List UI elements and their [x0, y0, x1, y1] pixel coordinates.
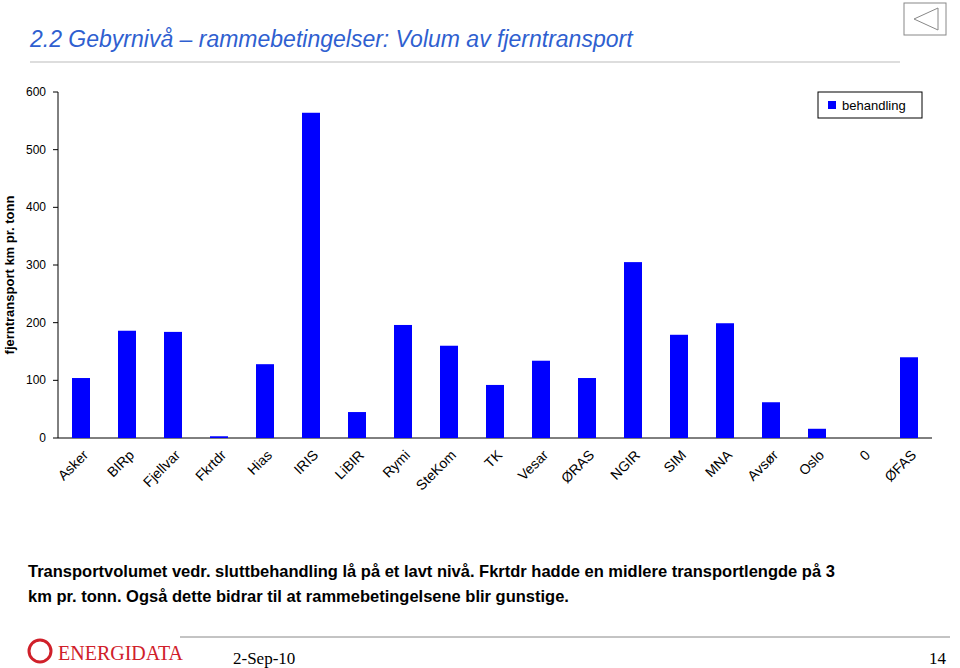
- nav-icon-arrow: [914, 8, 938, 30]
- bar: [532, 361, 550, 438]
- logo-mark: [29, 640, 51, 662]
- page-number: 14: [929, 649, 947, 668]
- y-tick-label: 400: [26, 200, 46, 214]
- x-tick-label: Fkrtdr: [192, 447, 229, 484]
- y-tick-label: 300: [26, 258, 46, 272]
- logo-text: ENERGIDATA: [58, 642, 184, 664]
- x-tick-label: Fjellvar: [140, 447, 183, 490]
- legend-swatch: [828, 101, 836, 109]
- bar: [808, 429, 826, 438]
- x-tick-label: Avsør: [744, 447, 781, 484]
- y-tick: [53, 92, 58, 93]
- legend-label: behandling: [842, 98, 906, 113]
- y-tick-label: 200: [26, 316, 46, 330]
- y-tick-label: 500: [26, 143, 46, 157]
- footer-rule: [180, 637, 950, 638]
- bar: [578, 378, 596, 438]
- bar: [256, 364, 274, 438]
- x-tick-label: ØFAS: [881, 447, 919, 485]
- x-tick-label: Rymi: [379, 447, 413, 481]
- caption: Transportvolumet vedr. sluttbehandling l…: [28, 562, 835, 580]
- x-tick-label: Hias: [244, 447, 275, 478]
- bar: [670, 335, 688, 438]
- bar: [854, 438, 872, 439]
- y-tick: [53, 149, 58, 150]
- bar: [118, 331, 136, 438]
- bar: [440, 346, 458, 438]
- bar: [348, 412, 366, 438]
- x-tick-label: ØRAS: [558, 447, 597, 486]
- x-tick-label: Vesar: [514, 447, 551, 484]
- title-rule: [30, 62, 900, 63]
- y-tick-label: 600: [26, 85, 46, 99]
- x-tick-label: Asker: [54, 447, 91, 484]
- bar: [394, 325, 412, 438]
- title: 2.2 Gebyrnivå – rammebetingelser: Volum …: [29, 26, 634, 52]
- y-tick-label: 0: [39, 431, 46, 445]
- bar: [210, 436, 228, 438]
- y-tick: [53, 207, 58, 208]
- bar: [900, 357, 918, 438]
- caption: km pr. tonn. Også dette bidrar til at ra…: [28, 587, 569, 605]
- y-label: fjerntransport km pr. tonn: [2, 195, 17, 354]
- x-tick-label: IRIS: [291, 447, 322, 478]
- y-tick: [53, 438, 58, 439]
- y-tick: [53, 265, 58, 266]
- x-tick-label: TK: [481, 446, 505, 470]
- y-tick: [53, 322, 58, 323]
- x-tick-label: NGIR: [607, 447, 643, 483]
- x-tick-label: SIM: [660, 447, 689, 476]
- x-tick-label: MNA: [702, 446, 736, 480]
- y-tick: [53, 380, 58, 381]
- x-tick-label: BIRp: [104, 447, 137, 480]
- date: 2-Sep-10: [233, 649, 295, 668]
- x-tick-label: LiBIR: [332, 447, 368, 483]
- bars: [72, 113, 918, 438]
- bar: [72, 378, 90, 438]
- y-tick-label: 100: [26, 373, 46, 387]
- legend: behandling: [818, 92, 922, 118]
- legend-box: [818, 92, 922, 118]
- x-tick-label: SteKom: [413, 447, 460, 494]
- bar: [486, 385, 504, 438]
- x-tick-label: Oslo: [795, 447, 827, 479]
- bar: [716, 323, 734, 438]
- slide: 2.2 Gebyrnivå – rammebetingelser: Volum …: [0, 0, 960, 668]
- nav-icon: [904, 3, 946, 35]
- x-tick-label: 0: [856, 447, 873, 464]
- bar: [164, 332, 182, 438]
- bar: [762, 402, 780, 438]
- bar: [624, 262, 642, 438]
- bar: [302, 113, 320, 438]
